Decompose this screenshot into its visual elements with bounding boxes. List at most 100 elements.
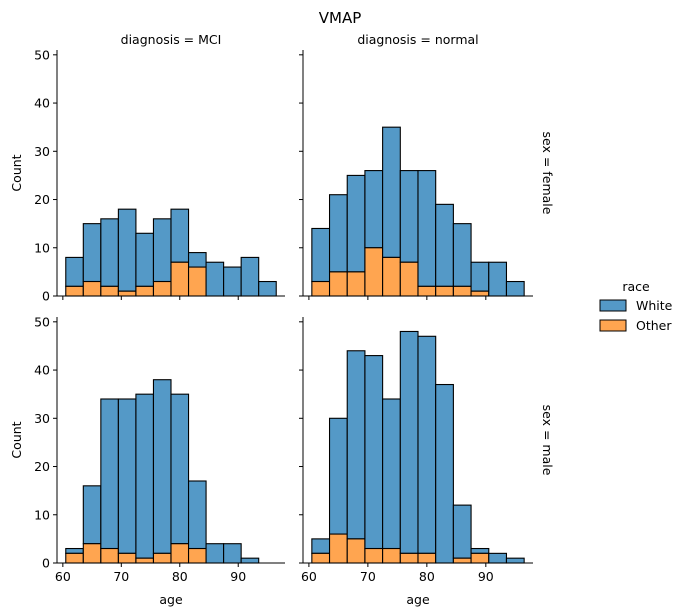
x-tick-label: 60 xyxy=(55,569,71,584)
bar-white xyxy=(82,485,102,545)
y-tick-label: 20 xyxy=(34,192,50,207)
bar-white xyxy=(452,504,472,559)
bar-white xyxy=(152,218,172,283)
legend-swatch xyxy=(599,319,627,332)
bar-white xyxy=(205,261,225,297)
bar-other xyxy=(452,285,472,297)
bar-white xyxy=(100,398,119,550)
bar-white xyxy=(488,261,508,297)
y-tick-label: 40 xyxy=(34,363,50,378)
y-tick-label: 30 xyxy=(34,144,50,159)
bar-other xyxy=(117,552,137,564)
x-tick-label: 70 xyxy=(360,569,376,584)
bar-other xyxy=(82,543,102,564)
bar-white xyxy=(240,557,260,564)
bar-other xyxy=(435,285,454,297)
x-tick-label: 90 xyxy=(478,569,494,584)
x-tick-label: 70 xyxy=(113,569,129,584)
facet-col-label: diagnosis = normal xyxy=(357,32,478,47)
bar-white xyxy=(117,208,137,292)
y-tick-label: 10 xyxy=(34,507,50,522)
bar-white xyxy=(364,355,384,550)
bar-white xyxy=(346,350,366,540)
bar-white xyxy=(82,223,102,283)
bar-white xyxy=(65,547,84,554)
bar-white xyxy=(135,393,155,559)
bar-white xyxy=(435,203,454,287)
bar-white xyxy=(135,232,155,287)
bar-other xyxy=(152,552,172,564)
x-tick-label: 80 xyxy=(419,569,435,584)
bar-other xyxy=(82,280,102,297)
bar-other xyxy=(100,547,119,564)
bar-white xyxy=(223,543,242,564)
bar-other xyxy=(382,256,401,297)
y-tick-label: 0 xyxy=(42,556,50,571)
bar-other xyxy=(117,290,137,297)
y-tick-label: 50 xyxy=(34,314,50,329)
x-axis-label: age xyxy=(159,592,183,607)
bar-other xyxy=(311,552,331,564)
bar-other xyxy=(452,557,472,564)
bar-other xyxy=(417,285,437,297)
x-tick-label: 90 xyxy=(230,569,246,584)
bar-white xyxy=(470,547,490,554)
bar-white xyxy=(488,552,508,564)
bar-white xyxy=(399,170,419,263)
bar-other xyxy=(135,557,155,564)
bar-white xyxy=(505,557,525,564)
facet-col-label: diagnosis = MCI xyxy=(121,32,222,47)
bar-other xyxy=(311,280,331,297)
bar-white xyxy=(117,398,137,554)
bar-other xyxy=(470,552,490,564)
y-axis-label: Count xyxy=(9,154,24,191)
bar-other xyxy=(399,552,419,564)
legend-title: race xyxy=(622,279,650,294)
bar-white xyxy=(417,170,437,287)
y-tick-label: 10 xyxy=(34,240,50,255)
bar-white xyxy=(382,126,401,258)
bar-white xyxy=(170,208,190,263)
y-tick-label: 30 xyxy=(34,411,50,426)
legend-label: White xyxy=(636,298,673,313)
bar-white xyxy=(223,266,242,297)
y-axis-label: Count xyxy=(9,421,24,458)
legend-label: Other xyxy=(636,318,672,333)
bar-white xyxy=(152,379,172,554)
bar-white xyxy=(170,393,190,545)
bar-white xyxy=(328,417,348,535)
bar-other xyxy=(346,271,366,297)
y-tick-label: 0 xyxy=(42,289,50,304)
y-tick-label: 50 xyxy=(34,47,50,62)
bar-white xyxy=(382,398,401,550)
facet-row-label: sex = male xyxy=(540,405,555,476)
legend-swatch xyxy=(599,299,627,312)
bar-white xyxy=(311,538,331,554)
bar-other xyxy=(100,285,119,297)
bar-other xyxy=(187,547,207,564)
y-tick-label: 40 xyxy=(34,96,50,111)
x-tick-label: 60 xyxy=(301,569,317,584)
bar-white xyxy=(187,252,207,268)
bar-white xyxy=(240,256,260,297)
bar-white xyxy=(187,480,207,550)
bar-white xyxy=(65,256,84,287)
x-tick-label: 80 xyxy=(172,569,188,584)
bar-other xyxy=(65,285,84,297)
bar-white xyxy=(435,383,454,564)
bar-white xyxy=(346,174,366,273)
chart-title: VMAP xyxy=(319,9,362,27)
bar-white xyxy=(364,170,384,249)
bar-other xyxy=(382,547,401,564)
bar-other xyxy=(135,285,155,297)
bar-white xyxy=(417,335,437,554)
bar-white xyxy=(311,227,331,283)
bar-white xyxy=(258,280,277,297)
bar-other xyxy=(328,533,348,564)
bar-other xyxy=(417,552,437,564)
bar-other xyxy=(328,271,348,297)
bar-white xyxy=(100,218,119,287)
bar-white xyxy=(505,280,525,297)
bar-other xyxy=(470,290,490,297)
